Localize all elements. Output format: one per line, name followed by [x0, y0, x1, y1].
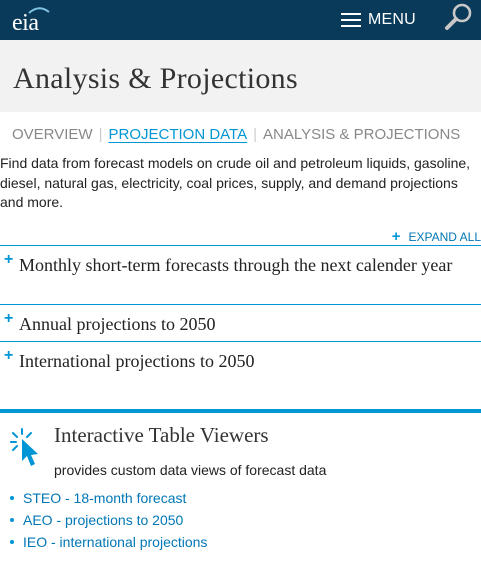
search-icon[interactable] — [444, 2, 474, 32]
intro-text: Find data from forecast models on crude … — [0, 155, 471, 210]
list-item: IEO - international projections — [0, 531, 207, 553]
menu-button[interactable]: MENU — [341, 8, 416, 32]
tab-overview[interactable]: OVERVIEW — [12, 125, 93, 143]
cursor-click-icon — [10, 428, 38, 466]
menu-label: MENU — [368, 11, 416, 28]
accordion-item-label: Monthly short-term forecasts through the… — [19, 255, 453, 275]
tab-analysis-projections[interactable]: ANALYSIS & PROJECTIONS — [263, 125, 461, 143]
title-band — [0, 40, 481, 112]
divider — [0, 245, 481, 246]
logo-text: eia — [12, 10, 39, 36]
bullet-icon — [10, 518, 14, 522]
accordion-item-label: International projections to 2050 — [19, 351, 255, 371]
plus-icon: + — [4, 347, 14, 364]
table-viewer-links: STEO - 18-month forecast AEO - projectio… — [0, 487, 207, 553]
section-divider — [0, 409, 481, 413]
top-navigation-bar: eia MENU — [0, 0, 481, 40]
page-title: Analysis & Projections — [13, 62, 298, 95]
table-viewers-title: Interactive Table Viewers — [54, 423, 269, 447]
accordion-item-annual[interactable]: + Annual projections to 2050 — [0, 310, 475, 335]
divider — [0, 304, 481, 305]
logo-arc-icon — [28, 7, 50, 14]
hamburger-icon — [341, 13, 361, 27]
accordion-item-international[interactable]: + International projections to 2050 — [0, 347, 475, 372]
plus-icon: + — [4, 251, 14, 268]
plus-icon: + — [391, 228, 401, 245]
accordion-item-label: Annual projections to 2050 — [19, 314, 216, 334]
ieo-link[interactable]: IEO - international projections — [23, 534, 208, 550]
tab-separator: | — [253, 125, 258, 143]
table-viewers-description: provides custom data views of forecast d… — [54, 462, 327, 478]
tab-projection-data[interactable]: PROJECTION DATA — [108, 125, 248, 143]
plus-icon: + — [4, 310, 14, 327]
list-item: AEO - projections to 2050 — [0, 509, 207, 531]
eia-logo[interactable]: eia — [11, 6, 51, 36]
divider — [0, 341, 481, 342]
expand-all-button[interactable]: + EXPAND ALL — [392, 228, 481, 245]
expand-all-label: EXPAND ALL — [408, 229, 481, 244]
tab-separator: | — [98, 125, 103, 143]
list-item: STEO - 18-month forecast — [0, 487, 207, 509]
sub-navigation: OVERVIEW | PROJECTION DATA | ANALYSIS & … — [12, 124, 460, 144]
accordion-item-monthly[interactable]: + Monthly short-term forecasts through t… — [0, 251, 475, 276]
aeo-link[interactable]: AEO - projections to 2050 — [23, 512, 184, 528]
bullet-icon — [10, 496, 14, 500]
steo-link[interactable]: STEO - 18-month forecast — [23, 490, 187, 506]
bullet-icon — [10, 540, 14, 544]
